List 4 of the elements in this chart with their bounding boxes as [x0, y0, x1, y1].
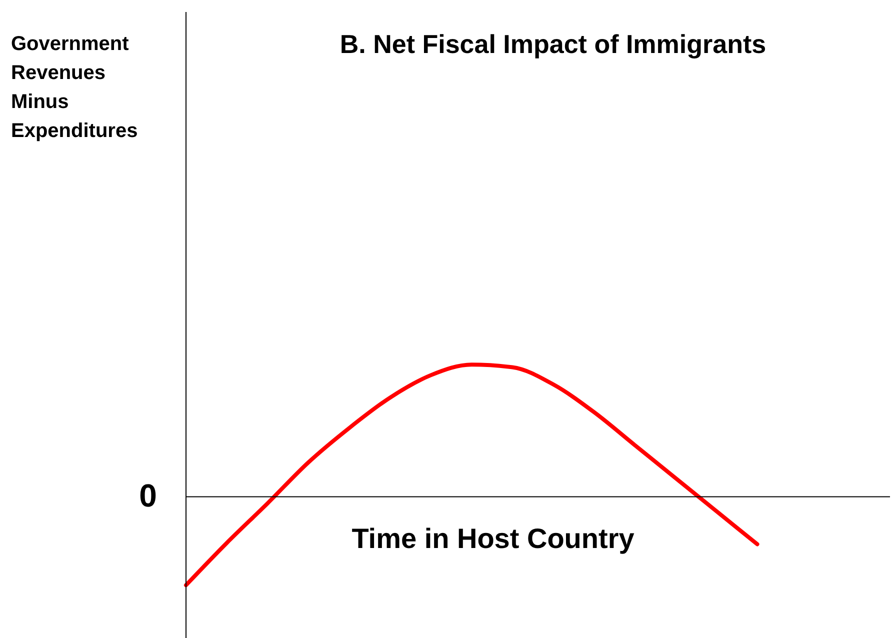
chart-title: B. Net Fiscal Impact of Immigrants [340, 29, 766, 59]
text: 0 [139, 478, 157, 514]
x-axis-title: Time in Host Country [352, 523, 635, 554]
text: Government Revenues Minus Expenditures [11, 33, 138, 142]
